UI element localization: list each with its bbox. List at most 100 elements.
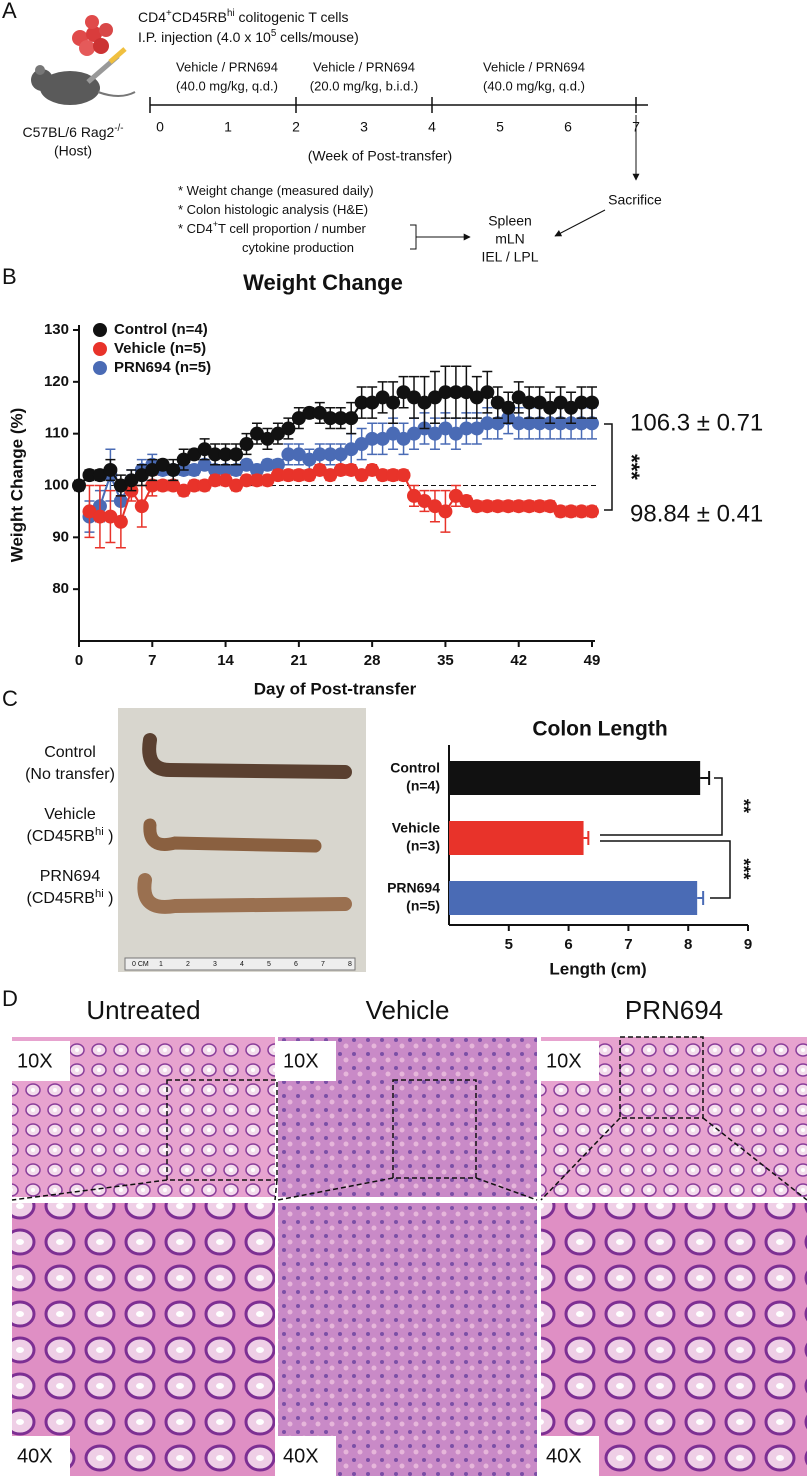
legend-label: PRN694 (n=5) xyxy=(114,359,211,376)
data-point xyxy=(553,416,568,431)
colons xyxy=(124,733,356,971)
data-point xyxy=(417,395,432,410)
histology-heading: Vehicle xyxy=(366,995,450,1025)
sample-detail-part: ) xyxy=(104,828,114,845)
tissue: mLN xyxy=(495,231,525,247)
legend-marker xyxy=(93,361,107,375)
series-line xyxy=(89,468,592,524)
data-point xyxy=(249,462,264,477)
data-point xyxy=(469,421,484,436)
treatment-drug: Vehicle / PRN694 xyxy=(483,59,585,74)
data-point xyxy=(239,437,254,452)
label-box xyxy=(12,1436,70,1476)
data-point xyxy=(354,468,369,483)
ruler-mark: 5 xyxy=(267,961,271,968)
label-box xyxy=(541,1436,599,1476)
data-point xyxy=(375,390,390,405)
micrograph-40x xyxy=(541,1203,807,1476)
chart-title: Colon Length xyxy=(532,718,667,741)
data-point xyxy=(92,468,107,483)
annotation: 98.84 ± 0.41 xyxy=(630,500,763,527)
sample-detail-part: hi xyxy=(95,826,104,838)
data-point xyxy=(427,426,442,441)
data-point xyxy=(407,390,422,405)
data-point xyxy=(511,390,526,405)
cells-text-part: hi xyxy=(227,8,235,19)
data-point xyxy=(448,488,463,503)
data-point xyxy=(532,395,547,410)
data-point xyxy=(260,457,275,472)
data-point xyxy=(82,468,97,483)
data-point xyxy=(103,509,118,524)
category-label: Control xyxy=(390,760,440,776)
data-point xyxy=(386,426,401,441)
panel-label: B xyxy=(2,264,17,289)
data-point xyxy=(92,509,107,524)
y-tick-label: 80 xyxy=(52,580,69,597)
magnification: 40X xyxy=(17,1445,53,1467)
group-size: (n=4) xyxy=(406,778,440,794)
data-point xyxy=(176,483,191,498)
data-point xyxy=(574,504,589,519)
y-tick-label: 120 xyxy=(44,373,69,390)
data-point xyxy=(145,462,160,477)
error-bar xyxy=(700,771,711,785)
data-point xyxy=(427,390,442,405)
sample-name: Vehicle xyxy=(44,806,96,823)
significance: *** xyxy=(733,858,753,879)
injection-text-part: 5 xyxy=(271,28,277,39)
zoom-lines xyxy=(277,1177,538,1201)
data-point xyxy=(281,421,296,436)
data-point xyxy=(511,499,526,514)
data-point xyxy=(365,462,380,477)
data-point xyxy=(438,504,453,519)
data-point xyxy=(490,416,505,431)
readout: * Colon histologic analysis (H&E) xyxy=(178,202,368,217)
injection-text-part: I.P. injection (4.0 x 10 xyxy=(138,29,271,45)
data-point xyxy=(197,442,212,457)
readout-part: * CD4 xyxy=(178,221,213,236)
data-point xyxy=(564,400,579,415)
x-tick-label: 42 xyxy=(510,652,527,669)
data-point xyxy=(501,499,516,514)
x-tick-label: 0 xyxy=(75,652,83,669)
data-point xyxy=(155,457,170,472)
label-box xyxy=(12,1041,70,1081)
data-point xyxy=(176,452,191,467)
tissue: Spleen xyxy=(488,213,532,229)
treatment-drug: Vehicle / PRN694 xyxy=(313,59,415,74)
week-label: 3 xyxy=(360,119,368,135)
magnification: 10X xyxy=(17,1050,53,1072)
data-point xyxy=(82,504,97,519)
data-point xyxy=(448,426,463,441)
cells-text: CD4+CD45RBhi colitogenic T cells xyxy=(138,8,349,25)
data-point xyxy=(480,416,495,431)
significance: *** xyxy=(619,454,644,480)
data-point xyxy=(407,426,422,441)
cells-text-part: + xyxy=(166,8,172,19)
data-point xyxy=(532,416,547,431)
bar xyxy=(449,821,584,855)
treatment-dose: (20.0 mg/kg, b.i.d.) xyxy=(310,78,418,93)
ruler-mark: 2 xyxy=(186,961,190,968)
data-point xyxy=(187,462,202,477)
data-point xyxy=(438,385,453,400)
y-axis-label: Weight Change (%) xyxy=(7,408,26,563)
week-label: 6 xyxy=(564,119,572,135)
data-point xyxy=(459,421,474,436)
magnification: 40X xyxy=(283,1445,319,1467)
data-point xyxy=(229,447,244,462)
error-bar xyxy=(697,891,705,905)
x-tick-label: 28 xyxy=(364,652,381,669)
data-point xyxy=(145,478,160,493)
data-point xyxy=(72,478,86,493)
cells-text-part: CD45RB xyxy=(172,9,227,25)
data-point xyxy=(323,411,338,426)
data-point xyxy=(574,395,589,410)
zoom-box xyxy=(166,1079,278,1181)
week-label: 4 xyxy=(428,119,436,135)
data-point xyxy=(229,478,244,493)
data-point xyxy=(260,431,275,446)
zoom-lines xyxy=(540,1117,807,1201)
group-size: (n=3) xyxy=(406,838,440,854)
